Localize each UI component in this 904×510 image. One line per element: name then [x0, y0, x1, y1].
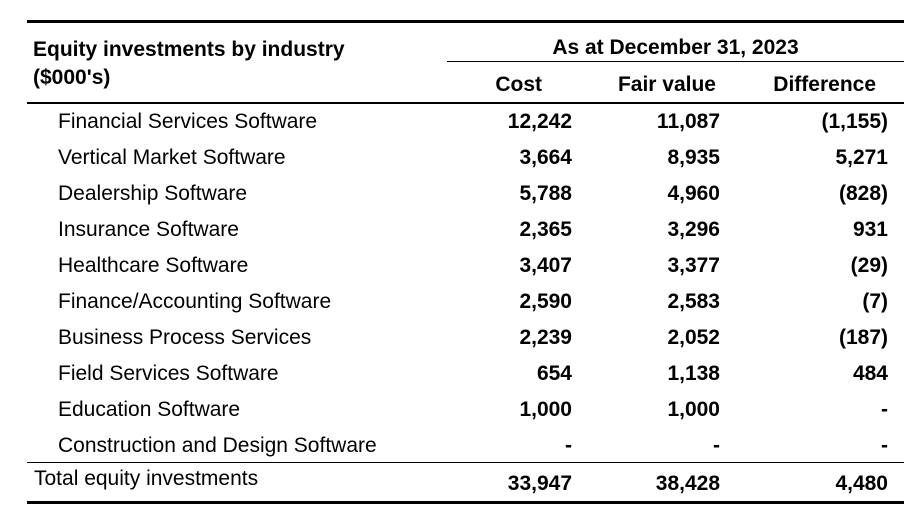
- row-label: Financial Services Software: [58, 110, 318, 133]
- fair-value-cell: 3,296: [667, 218, 720, 241]
- difference-header: Difference: [773, 73, 876, 96]
- total-cost: 33,947: [507, 472, 572, 495]
- row-label: Finance/Accounting Software: [58, 290, 332, 313]
- fair-value-cell: -: [713, 434, 720, 457]
- cost-cell: 1,000: [519, 398, 572, 421]
- fair-value-cell: 4,960: [667, 182, 720, 205]
- row-label: Dealership Software: [58, 182, 248, 205]
- total-fair-value: 38,428: [655, 472, 720, 495]
- row-label: Education Software: [58, 398, 241, 421]
- difference-cell: (187): [838, 326, 888, 349]
- difference-cell: 931: [852, 218, 888, 241]
- fair-value-cell: 2,583: [667, 290, 720, 313]
- table-title: Equity investments by industry: [33, 38, 345, 61]
- cost-cell: 5,788: [519, 182, 572, 205]
- fair-value-cell: 1,138: [667, 362, 720, 385]
- row-label: Field Services Software: [58, 362, 279, 385]
- table-units: ($000's): [33, 66, 111, 89]
- cost-cell: 2,365: [519, 218, 572, 241]
- difference-cell: (29): [850, 254, 888, 277]
- total-top-rule: [27, 462, 904, 463]
- fair-value-cell: 2,052: [667, 326, 720, 349]
- cost-cell: 2,239: [519, 326, 572, 349]
- total-label: Total equity investments: [34, 467, 259, 490]
- row-label: Vertical Market Software: [58, 146, 286, 169]
- fair-value-cell: 8,935: [667, 146, 720, 169]
- difference-cell: -: [881, 434, 888, 457]
- total-difference: 4,480: [835, 472, 888, 495]
- header-bottom-rule: [27, 102, 904, 104]
- difference-cell: (1,155): [821, 110, 888, 133]
- difference-cell: (7): [862, 290, 888, 313]
- row-label: Healthcare Software: [58, 254, 249, 277]
- period-header: As at December 31, 2023: [552, 36, 799, 59]
- row-label: Construction and Design Software: [58, 434, 377, 457]
- cost-cell: 12,242: [507, 110, 572, 133]
- cost-cell: 654: [536, 362, 572, 385]
- fair-value-cell: 1,000: [667, 398, 720, 421]
- fair-value-header: Fair value: [617, 73, 716, 96]
- row-label: Insurance Software: [58, 218, 239, 241]
- top-rule: [27, 20, 904, 23]
- cost-header: Cost: [495, 73, 542, 96]
- difference-cell: (828): [838, 182, 888, 205]
- cost-cell: -: [565, 434, 572, 457]
- row-label: Business Process Services: [58, 326, 312, 349]
- difference-cell: -: [881, 398, 888, 421]
- cost-cell: 2,590: [519, 290, 572, 313]
- cost-cell: 3,664: [519, 146, 572, 169]
- bottom-rule: [27, 501, 904, 504]
- fair-value-cell: 11,087: [656, 110, 720, 133]
- difference-cell: 5,271: [835, 146, 888, 169]
- difference-cell: 484: [852, 362, 888, 385]
- cost-cell: 3,407: [519, 254, 572, 277]
- period-underline: [447, 61, 904, 62]
- fair-value-cell: 3,377: [667, 254, 720, 277]
